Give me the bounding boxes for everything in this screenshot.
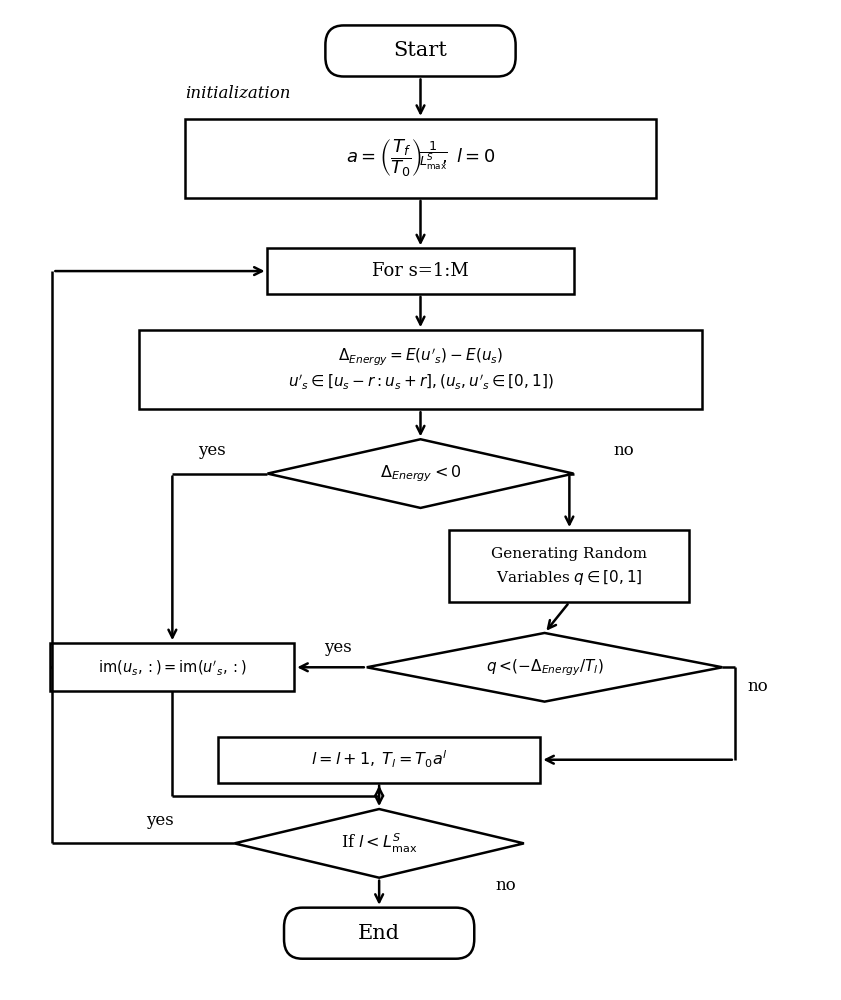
FancyBboxPatch shape xyxy=(284,908,474,959)
Text: yes: yes xyxy=(146,812,174,829)
Text: $\Delta_{Energy}<0$: $\Delta_{Energy}<0$ xyxy=(379,463,462,484)
Polygon shape xyxy=(235,809,524,878)
Text: $\Delta_{Energy}=E(u'_s)-E(u_s)$: $\Delta_{Energy}=E(u'_s)-E(u_s)$ xyxy=(338,347,503,368)
Text: If $l<L_{\mathrm{max}}^{S}$: If $l<L_{\mathrm{max}}^{S}$ xyxy=(341,832,417,855)
Text: $q<\!\left(-\Delta_{Energy}/T_l\right)$: $q<\!\left(-\Delta_{Energy}/T_l\right)$ xyxy=(486,657,603,678)
Text: $a=\left(\dfrac{T_{f}}{T_{0}}\right)^{\!\!\dfrac{1}{L_{\mathrm{max}}^{S}}}\!\!,\: $a=\left(\dfrac{T_{f}}{T_{0}}\right)^{\!… xyxy=(346,138,495,179)
Bar xyxy=(50,643,294,691)
Bar xyxy=(449,530,690,602)
Bar xyxy=(185,119,656,198)
Text: yes: yes xyxy=(198,442,226,459)
Polygon shape xyxy=(267,439,574,508)
Text: End: End xyxy=(358,924,400,943)
FancyBboxPatch shape xyxy=(325,25,516,77)
Text: yes: yes xyxy=(324,639,352,656)
Bar xyxy=(267,248,574,294)
Text: $\mathrm{im}(u_s,:)=\mathrm{im}(u'_s,:)$: $\mathrm{im}(u_s,:)=\mathrm{im}(u'_s,:)$ xyxy=(98,658,246,677)
Text: no: no xyxy=(747,678,768,695)
Text: Variables $q\in[0,1]$: Variables $q\in[0,1]$ xyxy=(496,568,643,587)
Text: For s=1:M: For s=1:M xyxy=(372,262,469,280)
Text: no: no xyxy=(495,877,516,894)
Text: $u'_s\in\left[u_s-r:u_s+r\right],\left(u_s,u'_s\in[0,1]\right)$: $u'_s\in\left[u_s-r:u_s+r\right],\left(u… xyxy=(288,372,553,391)
Bar xyxy=(140,330,701,409)
Bar xyxy=(218,737,541,783)
Text: Generating Random: Generating Random xyxy=(491,547,648,561)
Text: initialization: initialization xyxy=(185,85,290,102)
Text: no: no xyxy=(614,442,634,459)
Text: $l=l+1,\;T_l=T_0 a^l$: $l=l+1,\;T_l=T_0 a^l$ xyxy=(311,749,447,770)
Text: Start: Start xyxy=(394,41,447,60)
Polygon shape xyxy=(367,633,722,702)
